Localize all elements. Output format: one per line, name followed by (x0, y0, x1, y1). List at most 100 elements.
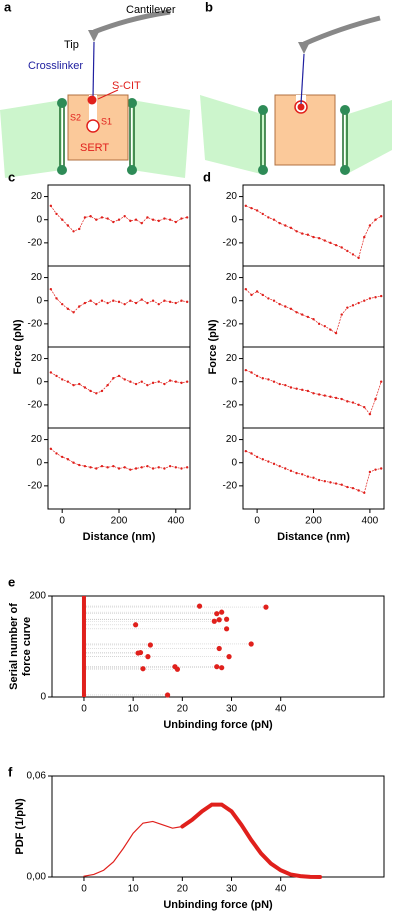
x-tick-label: 10 (128, 884, 140, 895)
data-point (284, 467, 287, 470)
x-tick-label: 40 (275, 704, 287, 715)
cantilever (93, 9, 171, 35)
data-point (312, 476, 315, 479)
data-point (180, 381, 183, 385)
data-point (163, 217, 166, 220)
data-point (289, 226, 293, 230)
data-point (185, 466, 189, 469)
data-point (134, 467, 138, 470)
data-point (112, 464, 115, 468)
y-tick-label: -20 (223, 318, 238, 329)
data-point (83, 386, 87, 389)
data-point (61, 218, 64, 221)
data-point (137, 649, 144, 656)
s-cit (297, 103, 305, 111)
x-axis-label: Unbinding force (pN) (163, 719, 273, 731)
data-point (334, 482, 338, 485)
lipid-head (258, 165, 268, 175)
membrane (200, 95, 265, 175)
data-point (295, 387, 298, 390)
data-point (301, 232, 304, 235)
panel-label: e (8, 574, 15, 589)
y-axis-label: force curve (21, 617, 33, 676)
y-tick-label: -20 (223, 237, 238, 248)
data-point (66, 224, 70, 227)
plot-frame (242, 346, 385, 429)
data-point (168, 464, 172, 468)
data-point (284, 383, 287, 387)
y-tick-label: 20 (31, 272, 43, 283)
plot-frame (242, 427, 385, 510)
data-point (72, 311, 75, 314)
data-point (267, 297, 270, 300)
data-point (100, 389, 104, 393)
x-tick-label: 200 (111, 516, 128, 527)
x-tick-label: 400 (362, 516, 379, 527)
data-point (329, 328, 332, 331)
data-point (267, 216, 270, 219)
data-point (185, 380, 189, 383)
lipid-head (57, 98, 67, 108)
plot-frame (47, 346, 191, 429)
label: S-CIT (112, 80, 141, 92)
diagram-a: a Cantilever Tip Crosslinker S-CIT S2 S1… (0, 0, 190, 178)
data-point (100, 216, 104, 219)
data-point (168, 379, 172, 382)
data-point (368, 224, 372, 227)
data-point (289, 469, 293, 473)
membrane (0, 100, 62, 178)
data-point (133, 622, 139, 628)
data-point (334, 331, 338, 335)
data-point (263, 604, 269, 610)
data-point (100, 464, 104, 468)
data-point (295, 230, 298, 233)
data-point (163, 299, 166, 302)
x-tick-label: 20 (177, 704, 189, 715)
data-point (255, 209, 259, 212)
y-tick-label: 0 (40, 692, 46, 703)
data-point (72, 461, 75, 464)
data-point (374, 397, 377, 401)
data-point (89, 215, 92, 218)
x-tick-label: 40 (275, 884, 287, 895)
x-axis-label: Distance (nm) (277, 531, 350, 543)
data-point (157, 466, 160, 469)
data-point (123, 466, 126, 469)
data-point (95, 467, 98, 470)
data-point (357, 403, 360, 407)
y-tick-label: 20 (31, 353, 43, 364)
data-point (284, 305, 287, 308)
data-point (180, 299, 183, 302)
data-point (214, 664, 220, 670)
data-point (323, 324, 326, 328)
y-tick-label: 0 (36, 376, 42, 387)
data-point (174, 220, 177, 224)
y-tick-label: -20 (28, 480, 43, 491)
data-point (295, 311, 298, 314)
data-point (147, 642, 153, 648)
lipid-head (57, 165, 67, 175)
data-point (216, 645, 222, 652)
data-point (368, 297, 372, 300)
data-point (117, 300, 121, 304)
data-point (379, 215, 383, 218)
panel-label: d (203, 169, 211, 184)
data-point (379, 467, 383, 470)
data-point (140, 666, 146, 672)
data-point (49, 447, 53, 451)
data-point (174, 666, 181, 672)
data-point (55, 374, 58, 378)
data-point (216, 617, 222, 623)
y-axis-label: PDF (1/pN) (14, 798, 26, 855)
x-tick-label: 400 (167, 516, 184, 527)
label: S2 (70, 112, 81, 122)
panel-label: a (4, 0, 12, 14)
data-point (346, 400, 349, 403)
data-point (95, 218, 98, 221)
data-point (174, 301, 177, 305)
data-point (211, 618, 217, 624)
data-point (357, 256, 360, 260)
x-tick-label: 10 (128, 704, 140, 715)
plot-frame (51, 595, 385, 698)
data-point (374, 468, 377, 471)
